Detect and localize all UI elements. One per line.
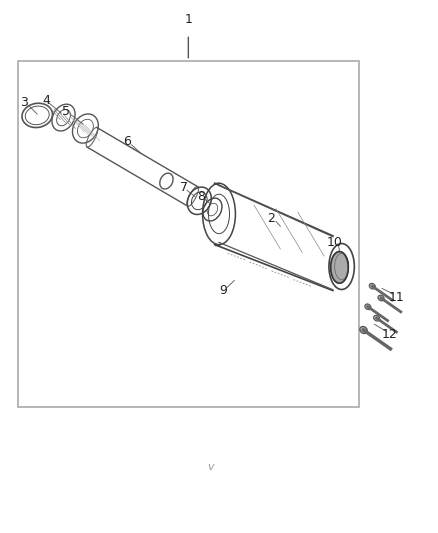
Text: 1: 1 [184, 13, 192, 26]
Ellipse shape [331, 252, 348, 283]
Text: 9: 9 [219, 284, 227, 297]
Text: 8: 8 [198, 190, 205, 203]
Text: 11: 11 [389, 290, 404, 304]
Text: 2: 2 [268, 212, 276, 225]
Text: 4: 4 [42, 94, 50, 107]
Text: 12: 12 [382, 328, 398, 341]
Text: 5: 5 [62, 104, 70, 117]
Text: 3: 3 [20, 96, 28, 109]
Ellipse shape [360, 327, 367, 334]
Bar [18, 61, 359, 407]
Text: v: v [207, 462, 214, 472]
Ellipse shape [369, 284, 375, 289]
Ellipse shape [374, 316, 380, 321]
Ellipse shape [378, 295, 384, 301]
Text: 7: 7 [180, 181, 188, 194]
Ellipse shape [365, 304, 371, 310]
Text: 6: 6 [123, 135, 131, 148]
Text: 10: 10 [327, 236, 343, 249]
